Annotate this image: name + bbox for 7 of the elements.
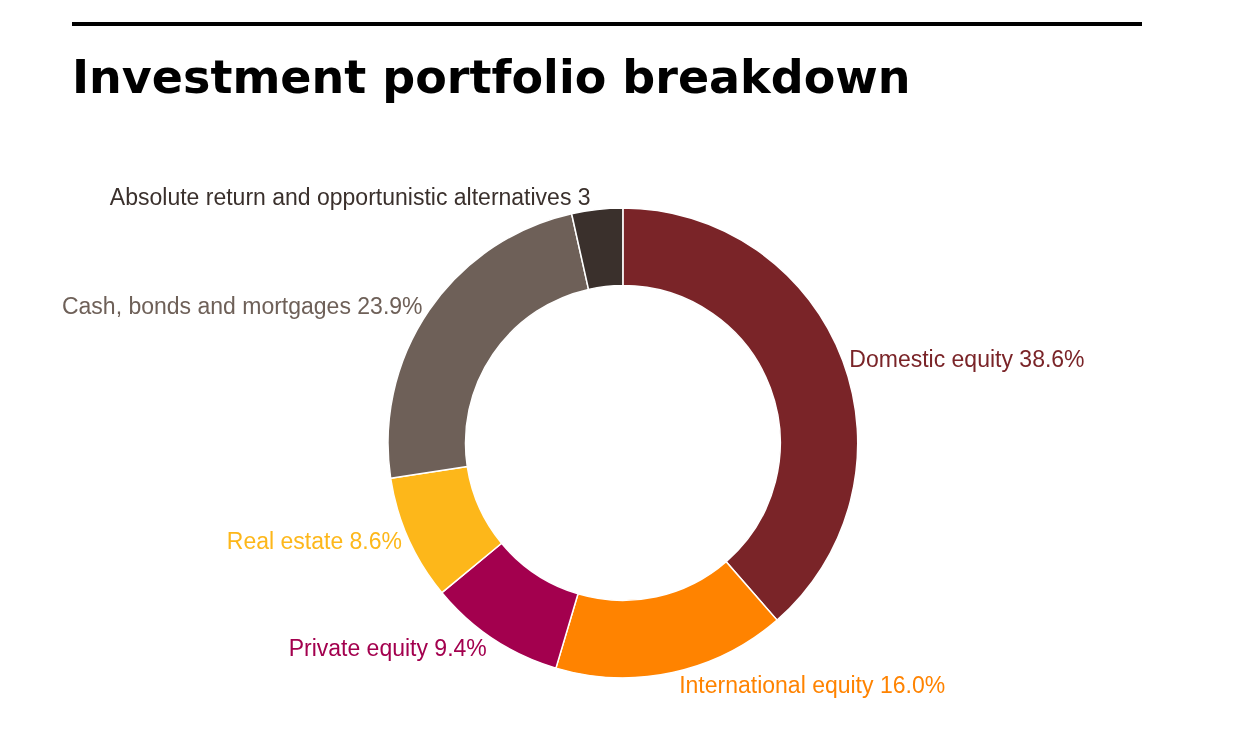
slice-label: Absolute return and opportunistic alternatives 3 (109, 183, 591, 210)
slice-label: Real estate 8.6% (226, 528, 402, 555)
chart-title: Investment portfolio breakdown (72, 50, 911, 104)
slice-label: Private equity 9.4% (288, 634, 487, 661)
slice-label: International equity 16.0% (679, 671, 946, 698)
slice-label: Cash, bonds and mortgages 23.9% (61, 293, 423, 320)
slice-label: Domestic equity 38.6% (849, 346, 1085, 373)
